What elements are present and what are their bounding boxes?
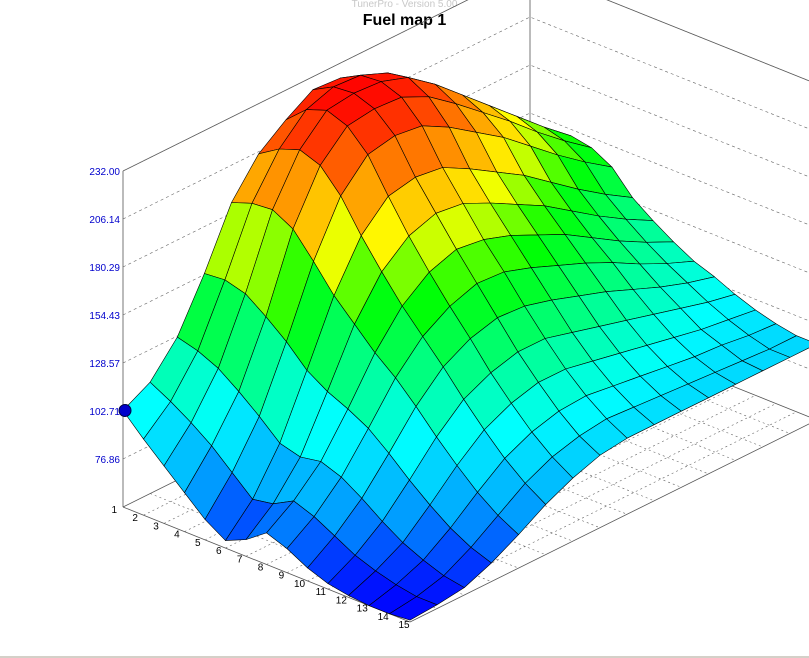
- row-index-label: 10: [294, 579, 306, 590]
- row-index-label: 12: [336, 595, 348, 606]
- row-index-label: 7: [237, 554, 243, 565]
- surface-cell[interactable]: [389, 596, 438, 621]
- z-axis-ticks: 76.8676.86102.71102.71128.57128.57154.43…: [89, 167, 120, 466]
- wall-gridline: [122, 16, 809, 220]
- z-tick-label-left: 128.57: [89, 359, 120, 370]
- row-index-label: 1: [111, 505, 117, 516]
- surface-mesh[interactable]: [122, 72, 809, 621]
- row-index-label: 14: [378, 612, 390, 623]
- chart-title: Fuel map 1: [362, 12, 447, 29]
- row-index-label: 13: [357, 604, 369, 615]
- box-edge: [409, 423, 809, 623]
- row-index-label: 5: [195, 538, 201, 549]
- row-index-label: 11: [316, 587, 327, 598]
- row-index-label: 3: [153, 521, 159, 532]
- z-tick-label-left: 154.43: [89, 311, 120, 322]
- row-index-label: 2: [132, 513, 138, 524]
- row-index-label: 8: [258, 563, 264, 574]
- window-caption: TunerPro - Version 5.00: [351, 0, 458, 10]
- z-tick-label-left: 102.71: [89, 407, 120, 418]
- z-tick-label-left: 206.14: [89, 215, 120, 226]
- floor-gridline: [150, 493, 438, 609]
- row-index-label: 6: [216, 546, 222, 557]
- cursor-marker[interactable]: [118, 403, 132, 417]
- z-tick-label-left: 232.00: [89, 167, 120, 178]
- window-bottom-border: [0, 656, 809, 658]
- cursor-marker-dot[interactable]: [118, 403, 132, 417]
- box-edge: [606, 0, 809, 82]
- wall-gridline: [122, 0, 809, 172]
- z-tick-label-left: 76.86: [95, 455, 120, 466]
- z-tick-label-left: 180.29: [89, 263, 120, 274]
- row-index-label: 9: [279, 571, 285, 582]
- row-index-label: 4: [174, 530, 180, 541]
- row-index-label: 15: [398, 620, 410, 631]
